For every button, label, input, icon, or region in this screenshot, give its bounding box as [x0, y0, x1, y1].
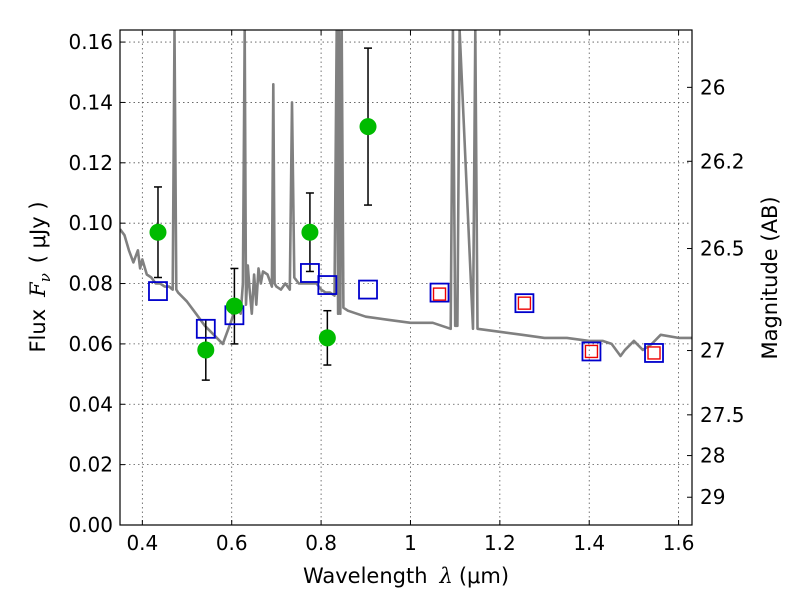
y-tick-label: 0.16: [68, 30, 113, 54]
y-tick-label: 0.00: [68, 513, 113, 537]
x-tick-label: 0.6: [216, 531, 248, 555]
observed-point: [225, 297, 243, 315]
y2-tick-label: 26.5: [700, 237, 745, 261]
y-axis-label: FluxFν( μJy ): [26, 201, 54, 352]
observed-point: [149, 223, 167, 241]
y-tick-label: 0.08: [68, 272, 113, 296]
x-tick-label: 0.8: [305, 531, 337, 555]
y2-tick-label: 27.5: [700, 403, 745, 427]
x-tick-label: 0.4: [126, 531, 158, 555]
model-square-point: [300, 263, 320, 283]
model-square-point: [195, 318, 216, 339]
grid: [120, 30, 692, 526]
y-tick-label: 0.02: [68, 453, 113, 477]
model-red-square-point: [584, 344, 599, 359]
model-square-point: [358, 279, 378, 300]
observed-point: [301, 223, 319, 241]
y2-tick-label: 26: [700, 75, 725, 99]
y-tick-label: 0.12: [68, 151, 113, 175]
y2-tick-label: 28: [700, 444, 725, 468]
y2-axis-label: Magnitude (AB): [758, 196, 782, 359]
model-square-point: [317, 275, 338, 295]
observed-point: [197, 341, 215, 359]
x-tick-label: 1.4: [573, 531, 605, 555]
x-tick-label: 1.2: [484, 531, 516, 555]
observed-point: [318, 329, 336, 347]
model-red-square-point: [432, 287, 447, 301]
x-axis-label: Wavelength λ (μm): [303, 564, 509, 588]
model-square-point: [148, 281, 168, 301]
observed-point: [359, 118, 377, 136]
y-tick-label: 0.06: [68, 332, 113, 356]
model-square-point: [514, 293, 535, 314]
axis-ticks: 0.4 0.6 0.8 1 1.2 1.4 1.6 0.00 0.02 0.04 0.06 0.08 0…: [68, 30, 745, 555]
model-square-point: [644, 343, 664, 363]
x-tick-label: 1.6: [663, 531, 695, 555]
model-red-square-point: [517, 296, 532, 310]
plot-area: [120, 30, 692, 381]
x-tick-label: 1: [404, 531, 417, 555]
y-tick-label: 0.14: [68, 90, 113, 114]
y2-tick-label: 27: [700, 339, 725, 363]
y2-tick-label: 26.2: [700, 149, 745, 173]
plot-frame: [119, 29, 693, 526]
model-square-point: [429, 282, 450, 303]
model-red-square-point: [647, 346, 661, 360]
model-spectrum-line: [120, 30, 692, 358]
y-tick-label: 0.04: [68, 392, 113, 416]
y2-tick-label: 29: [700, 485, 725, 509]
model-square-point: [581, 341, 602, 362]
y-tick-label: 0.10: [68, 211, 113, 235]
